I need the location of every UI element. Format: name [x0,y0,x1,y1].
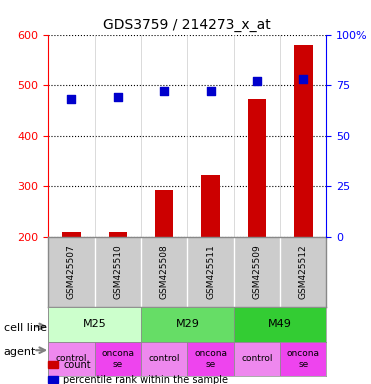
Text: control: control [241,354,273,363]
Text: M49: M49 [268,319,292,329]
FancyBboxPatch shape [234,341,280,376]
Bar [109,232,127,237]
FancyBboxPatch shape [48,341,95,376]
FancyBboxPatch shape [95,341,141,376]
Text: oncona
se: oncona se [194,349,227,369]
FancyBboxPatch shape [234,307,326,341]
Text: agent: agent [4,347,36,357]
Text: oncona
se: oncona se [287,349,320,369]
FancyBboxPatch shape [48,307,141,341]
Bar [62,232,81,237]
Text: GSM425510: GSM425510 [113,245,122,299]
Point [115,94,121,100]
Text: M25: M25 [83,319,106,329]
Text: cell line: cell line [4,323,47,333]
Title: GDS3759 / 214273_x_at: GDS3759 / 214273_x_at [104,18,271,32]
Text: percentile rank within the sample: percentile rank within the sample [63,375,228,384]
Text: GSM425508: GSM425508 [160,245,169,299]
Point [161,88,167,94]
Text: GSM425512: GSM425512 [299,245,308,299]
Text: count: count [63,360,91,370]
Point [301,76,306,82]
Text: GSM425511: GSM425511 [206,245,215,299]
FancyBboxPatch shape [141,341,187,376]
Text: GSM425507: GSM425507 [67,245,76,299]
Text: GSM425509: GSM425509 [252,245,262,299]
FancyBboxPatch shape [141,307,234,341]
Bar [294,45,312,237]
Bar [155,190,174,237]
Bar [201,175,220,237]
Point [69,96,75,103]
Point [208,88,214,94]
Point [254,78,260,84]
FancyBboxPatch shape [280,341,326,376]
Text: oncona
se: oncona se [101,349,134,369]
Text: M29: M29 [175,319,199,329]
Text: control: control [56,354,87,363]
Bar [248,99,266,237]
Text: control: control [148,354,180,363]
FancyBboxPatch shape [187,341,234,376]
